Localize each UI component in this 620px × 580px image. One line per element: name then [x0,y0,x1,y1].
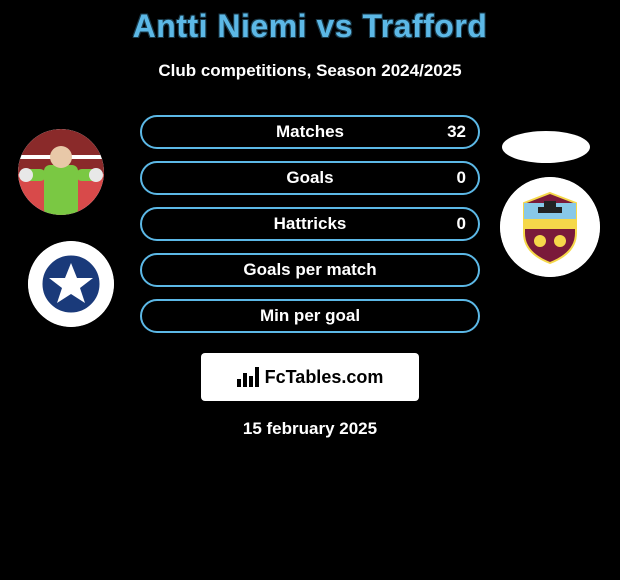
stat-row-min-per-goal: Min per goal [140,299,480,333]
source-logo: FcTables.com [201,353,419,401]
stat-row-goals-per-match: Goals per match [140,253,480,287]
stats-list: Matches 32 Goals 0 Hattricks 0 Goals per… [140,115,480,333]
stat-right-value: 0 [457,168,466,188]
stat-label: Goals [286,168,333,188]
page-title: Antti Niemi vs Trafford [0,0,620,45]
stat-label: Matches [276,122,344,142]
subtitle: Club competitions, Season 2024/2025 [0,61,620,81]
date-text: 15 february 2025 [0,419,620,439]
stat-row-hattricks: Hattricks 0 [140,207,480,241]
stat-row-goals: Goals 0 [140,161,480,195]
stat-label: Hattricks [274,214,347,234]
stat-label: Goals per match [243,260,376,280]
bar-chart-icon [237,367,259,387]
stat-label: Min per goal [260,306,360,326]
player2-club-crest [500,177,600,277]
comparison-content: Matches 32 Goals 0 Hattricks 0 Goals per… [0,115,620,439]
player1-club-crest [28,241,114,327]
source-logo-text: FcTables.com [265,367,384,388]
player1-photo [18,129,104,215]
stat-row-matches: Matches 32 [140,115,480,149]
stat-right-value: 32 [447,122,466,142]
player2-photo [502,131,590,163]
stat-right-value: 0 [457,214,466,234]
